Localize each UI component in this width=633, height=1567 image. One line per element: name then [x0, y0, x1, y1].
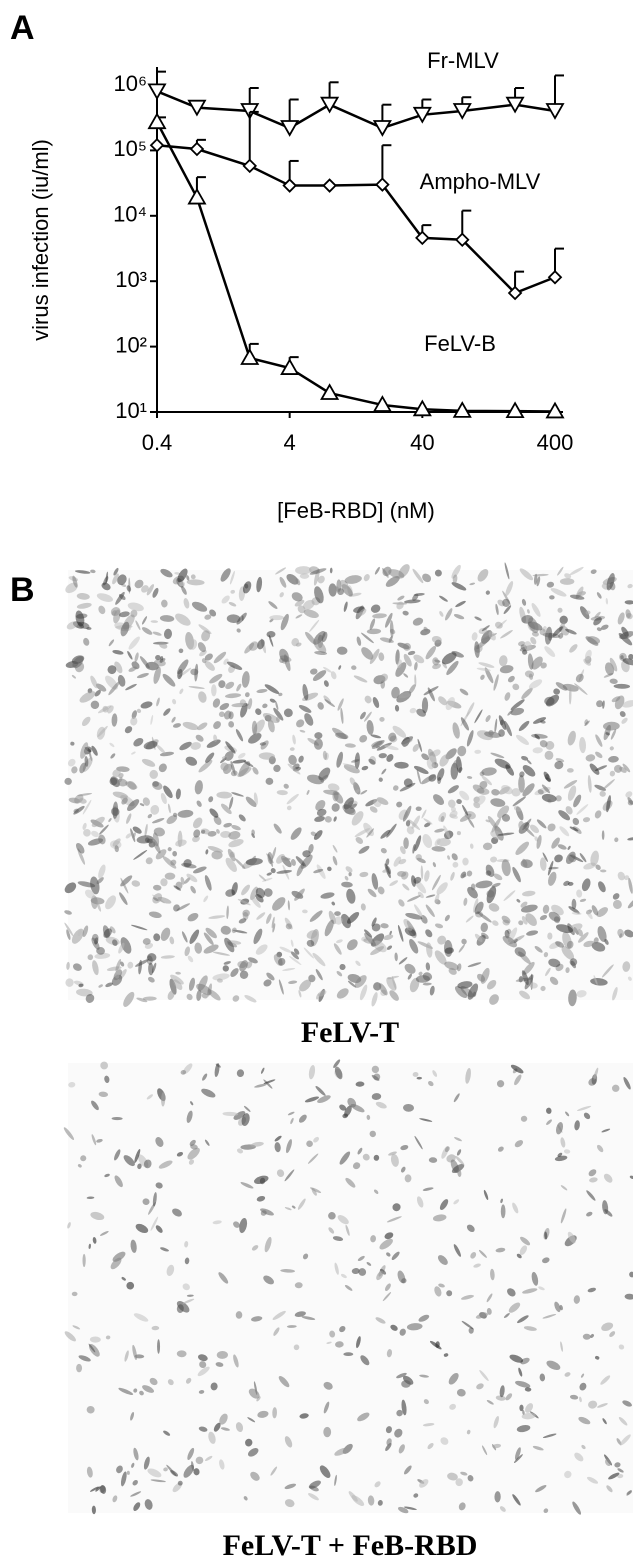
marker: [242, 350, 258, 364]
marker: [149, 114, 165, 128]
cell: [157, 1339, 160, 1353]
cell: [545, 751, 554, 760]
cell: [82, 1254, 85, 1267]
marker: [324, 180, 336, 192]
x-axis-title: [FeB-RBD] (nM): [277, 498, 435, 523]
panel-label: B: [10, 571, 35, 609]
marker: [322, 385, 338, 399]
cell: [560, 578, 574, 585]
micrograph: [63, 562, 633, 1009]
marker: [149, 84, 165, 98]
x-tick-label: 0.4: [142, 430, 173, 455]
panel-label: A: [10, 9, 35, 47]
x-tick-label: 400: [537, 430, 574, 455]
marker: [284, 180, 296, 192]
y-tick-label: 10⁶: [113, 71, 147, 96]
series-line: [157, 122, 555, 411]
y-tick-label: 10³: [115, 267, 147, 292]
caption: FeLV-T: [301, 1016, 399, 1049]
marker: [244, 160, 256, 172]
cell: [269, 615, 284, 620]
cell: [72, 1292, 78, 1296]
marker: [374, 121, 390, 135]
y-tick-label: 10⁵: [113, 136, 147, 161]
cell: [76, 1364, 82, 1372]
cell: [323, 1427, 331, 1437]
x-tick-label: 40: [410, 430, 434, 455]
cell: [567, 768, 574, 773]
marker: [322, 98, 338, 112]
marker: [282, 121, 298, 135]
marker: [189, 190, 205, 204]
cell: [165, 873, 176, 880]
marker: [549, 271, 561, 283]
cell: [549, 595, 555, 599]
series-line: [157, 91, 555, 128]
y-axis-title: virus infection (iu/ml): [28, 139, 53, 341]
caption: FeLV-T + FeB-RBD: [223, 1529, 478, 1562]
y-tick-label: 10⁴: [113, 202, 147, 227]
cell: [602, 830, 605, 840]
micrograph: [63, 1059, 633, 1516]
cell: [403, 837, 409, 849]
series-line: [157, 145, 555, 293]
x-tick-label: 4: [284, 430, 296, 455]
page: {"panel_a_label": "A", "chart_data": {"t…: [0, 0, 633, 1567]
cell: [501, 1204, 506, 1218]
cell: [211, 684, 216, 696]
marker: [191, 143, 203, 155]
series-label: Ampho-MLV: [420, 169, 541, 194]
cell: [343, 1352, 353, 1356]
cell: [282, 858, 291, 861]
cell: [92, 934, 99, 942]
cell: [334, 911, 341, 916]
y-tick-label: 10²: [115, 332, 147, 357]
cell: [547, 933, 552, 940]
series-label: FeLV-B: [424, 331, 496, 356]
cell: [252, 721, 257, 735]
y-tick-label: 10¹: [115, 398, 147, 423]
figure: A B virus infection (iu/ml) [FeB-RBD] (n…: [0, 0, 633, 1567]
series-label: Fr-MLV: [427, 48, 499, 73]
